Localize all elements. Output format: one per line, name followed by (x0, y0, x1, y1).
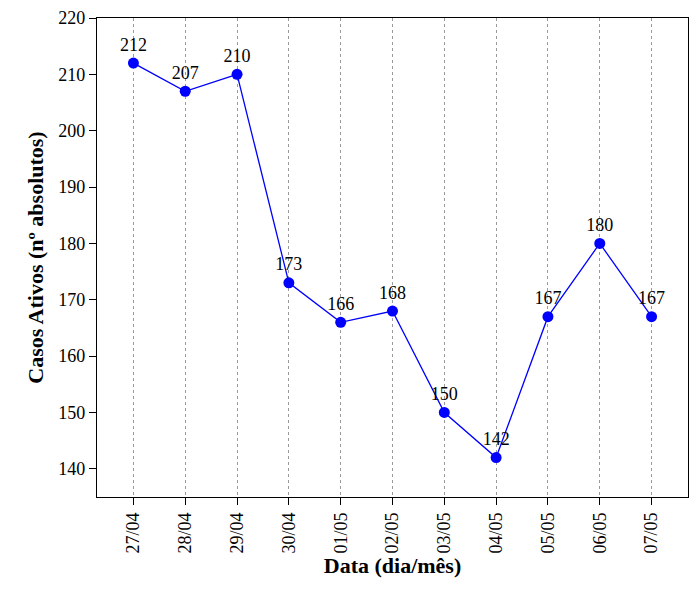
svg-text:02/05: 02/05 (382, 512, 402, 553)
svg-text:29/04: 29/04 (227, 512, 247, 553)
svg-text:03/05: 03/05 (434, 512, 454, 553)
svg-text:150: 150 (431, 384, 458, 404)
svg-text:170: 170 (58, 290, 85, 310)
svg-text:28/04: 28/04 (175, 512, 195, 553)
svg-text:180: 180 (586, 215, 613, 235)
svg-text:220: 220 (58, 8, 85, 28)
svg-text:05/05: 05/05 (538, 512, 558, 553)
svg-text:Casos Ativos (nº absolutos): Casos Ativos (nº absolutos) (23, 131, 48, 383)
svg-text:07/05: 07/05 (641, 512, 661, 553)
svg-text:168: 168 (379, 283, 406, 303)
svg-text:Data (dia/mês): Data (dia/mês) (324, 553, 461, 578)
svg-text:207: 207 (172, 63, 199, 83)
svg-text:166: 166 (327, 294, 354, 314)
svg-text:01/05: 01/05 (331, 512, 351, 553)
svg-text:200: 200 (58, 121, 85, 141)
svg-text:30/04: 30/04 (279, 512, 299, 553)
svg-text:210: 210 (58, 65, 85, 85)
svg-text:210: 210 (224, 46, 251, 66)
svg-text:167: 167 (534, 288, 561, 308)
svg-text:04/05: 04/05 (486, 512, 506, 553)
svg-text:142: 142 (483, 429, 510, 449)
svg-text:150: 150 (58, 403, 85, 423)
svg-text:190: 190 (58, 177, 85, 197)
svg-text:173: 173 (275, 254, 302, 274)
svg-text:212: 212 (120, 35, 147, 55)
svg-text:27/04: 27/04 (123, 512, 143, 553)
svg-text:160: 160 (58, 346, 85, 366)
svg-text:06/05: 06/05 (590, 512, 610, 553)
svg-text:140: 140 (58, 459, 85, 479)
svg-text:167: 167 (638, 288, 665, 308)
svg-text:180: 180 (58, 234, 85, 254)
